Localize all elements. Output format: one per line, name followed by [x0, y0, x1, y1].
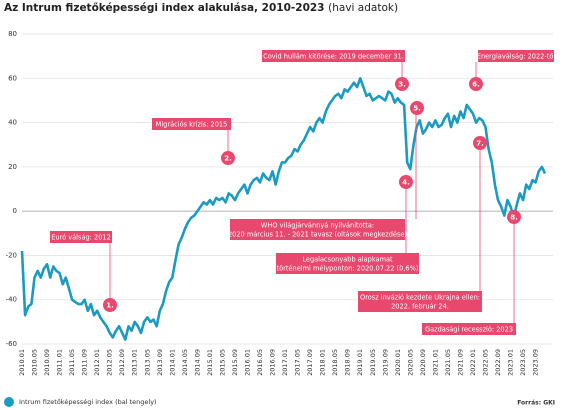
annotation-text: 2022. február 24.: [391, 303, 449, 311]
x-tick-label: 2012.05: [106, 349, 114, 376]
annotation-box: [230, 219, 405, 240]
source: Forrás: GKI: [517, 400, 555, 407]
x-tick-label: 2011.05: [68, 349, 76, 376]
x-tick-label: 2012.01: [93, 349, 101, 376]
annotation-marker: [410, 101, 424, 115]
annotation-marker: [507, 210, 521, 224]
annotation-text: WHO világjárvánnyá nyilvánította:: [261, 222, 374, 230]
x-tick-label: 2011.01: [56, 349, 64, 376]
y-tick-label: 80: [8, 30, 17, 38]
x-tick-label: 2010.09: [43, 349, 51, 376]
y-tick-label: 60: [8, 74, 17, 82]
x-tick-label: 2010.05: [31, 349, 39, 376]
x-tick-label: 2023.05: [519, 349, 527, 376]
x-tick-label: 2013.01: [131, 349, 139, 376]
annotation-text: történelmi mélyponton: 2020.07.22 (0,6%): [277, 265, 419, 273]
legend-swatch: [4, 397, 14, 407]
annotation-text: Migrációs krízis: 2015: [156, 121, 228, 129]
annotation-marker: [469, 77, 483, 91]
x-tick-label: 2013.05: [143, 349, 151, 376]
x-tick-label: 2021.09: [456, 349, 464, 376]
y-tick-label: 40: [8, 119, 17, 127]
x-tick-label: 2017.01: [281, 349, 289, 376]
x-tick-label: 2020.01: [394, 349, 402, 376]
y-tick-label: -40: [6, 296, 17, 304]
annotation-box: [478, 50, 554, 62]
x-tick-label: 2019.01: [356, 349, 364, 376]
x-tick-label: 2022.09: [494, 349, 502, 376]
annotation-number: 3.: [398, 81, 406, 89]
x-tick-label: 2014.05: [181, 349, 189, 376]
x-tick-label: 2011.09: [81, 349, 89, 376]
y-tick-label: -60: [6, 340, 17, 348]
annotation-text: Covid hullám kitörése: 2019 december 31.: [263, 53, 404, 61]
x-tick-label: 2015.05: [218, 349, 226, 376]
x-tick-label: 2010.01: [18, 349, 26, 376]
x-tick-label: 2018.01: [319, 349, 327, 376]
x-tick-label: 2020.05: [406, 349, 414, 376]
annotation-number: 8.: [510, 214, 518, 222]
annotation-box: [152, 118, 231, 130]
chart-title: Az Intrum fizetőképességi index alakulás…: [4, 2, 398, 14]
x-tick-label: 2021.05: [444, 349, 452, 376]
x-tick-label: 2018.05: [331, 349, 339, 376]
annotation-marker: [221, 151, 235, 165]
y-tick-label: 0: [13, 207, 17, 215]
x-tick-label: 2021.01: [431, 349, 439, 376]
annotation-text: Legalacsonyabb alapkamat: [302, 256, 393, 264]
annotation-marker: [399, 175, 413, 189]
x-tick-label: 2017.05: [294, 349, 302, 376]
x-tick-label: 2023.01: [507, 349, 515, 376]
y-tick-label: -20: [6, 251, 17, 259]
annotation-number: 2.: [224, 155, 232, 163]
x-tick-label: 2014.09: [193, 349, 201, 376]
x-tick-label: 2022.05: [481, 349, 489, 376]
x-tick-label: 2019.05: [369, 349, 377, 376]
annotation-text: Orosz invázió kezdete Ukrajna ellen:: [360, 294, 480, 302]
x-tick-label: 2012.09: [118, 349, 126, 376]
annotation-number: 1.: [106, 302, 114, 310]
x-tick-label: 2015.01: [206, 349, 214, 376]
annotation-marker: [103, 298, 117, 312]
x-tick-label: 2016.09: [269, 349, 277, 376]
annotation-box: [262, 50, 405, 62]
annotation-number: 7.: [476, 140, 484, 148]
annotation-text: 2020 március 11. - 2021 tavasz (oltások …: [228, 231, 407, 239]
annotation-text: Energiaválság: 2022-től: [477, 52, 556, 61]
annotation-text: Euró válság: 2012: [51, 234, 111, 242]
x-tick-label: 2016.01: [243, 349, 251, 376]
annotation-number: 5.: [413, 105, 421, 113]
annotation-marker: [473, 136, 487, 150]
annotation-text: Gazdasági recesszió: 2023: [425, 326, 513, 334]
annotation-box: [422, 323, 516, 335]
y-tick-label: 20: [8, 163, 17, 171]
title-main: Az Intrum fizetőképességi index alakulás…: [4, 2, 324, 14]
annotation-marker: [395, 77, 409, 91]
x-tick-label: 2023.09: [532, 349, 540, 376]
x-tick-label: 2014.01: [168, 349, 176, 376]
x-tick-label: 2017.09: [306, 349, 314, 376]
annotation-box: [50, 231, 112, 243]
data-line: [20, 77, 547, 341]
annotation-box: [276, 253, 419, 274]
x-tick-label: 2020.09: [419, 349, 427, 376]
x-tick-label: 2019.09: [381, 349, 389, 376]
x-tick-label: 2016.05: [256, 349, 264, 376]
subtitle: (havi adatok): [328, 2, 398, 14]
x-tick-label: 2015.09: [231, 349, 239, 376]
legend-label: Intrum fizetőképességi index (bal tengel…: [19, 397, 157, 406]
x-tick-label: 2018.09: [344, 349, 352, 376]
x-tick-label: 2022.01: [469, 349, 477, 376]
annotation-number: 6.: [472, 81, 480, 89]
x-tick-label: 2013.09: [156, 349, 164, 376]
annotation-number: 4.: [402, 179, 410, 187]
annotation-box: [358, 291, 482, 312]
